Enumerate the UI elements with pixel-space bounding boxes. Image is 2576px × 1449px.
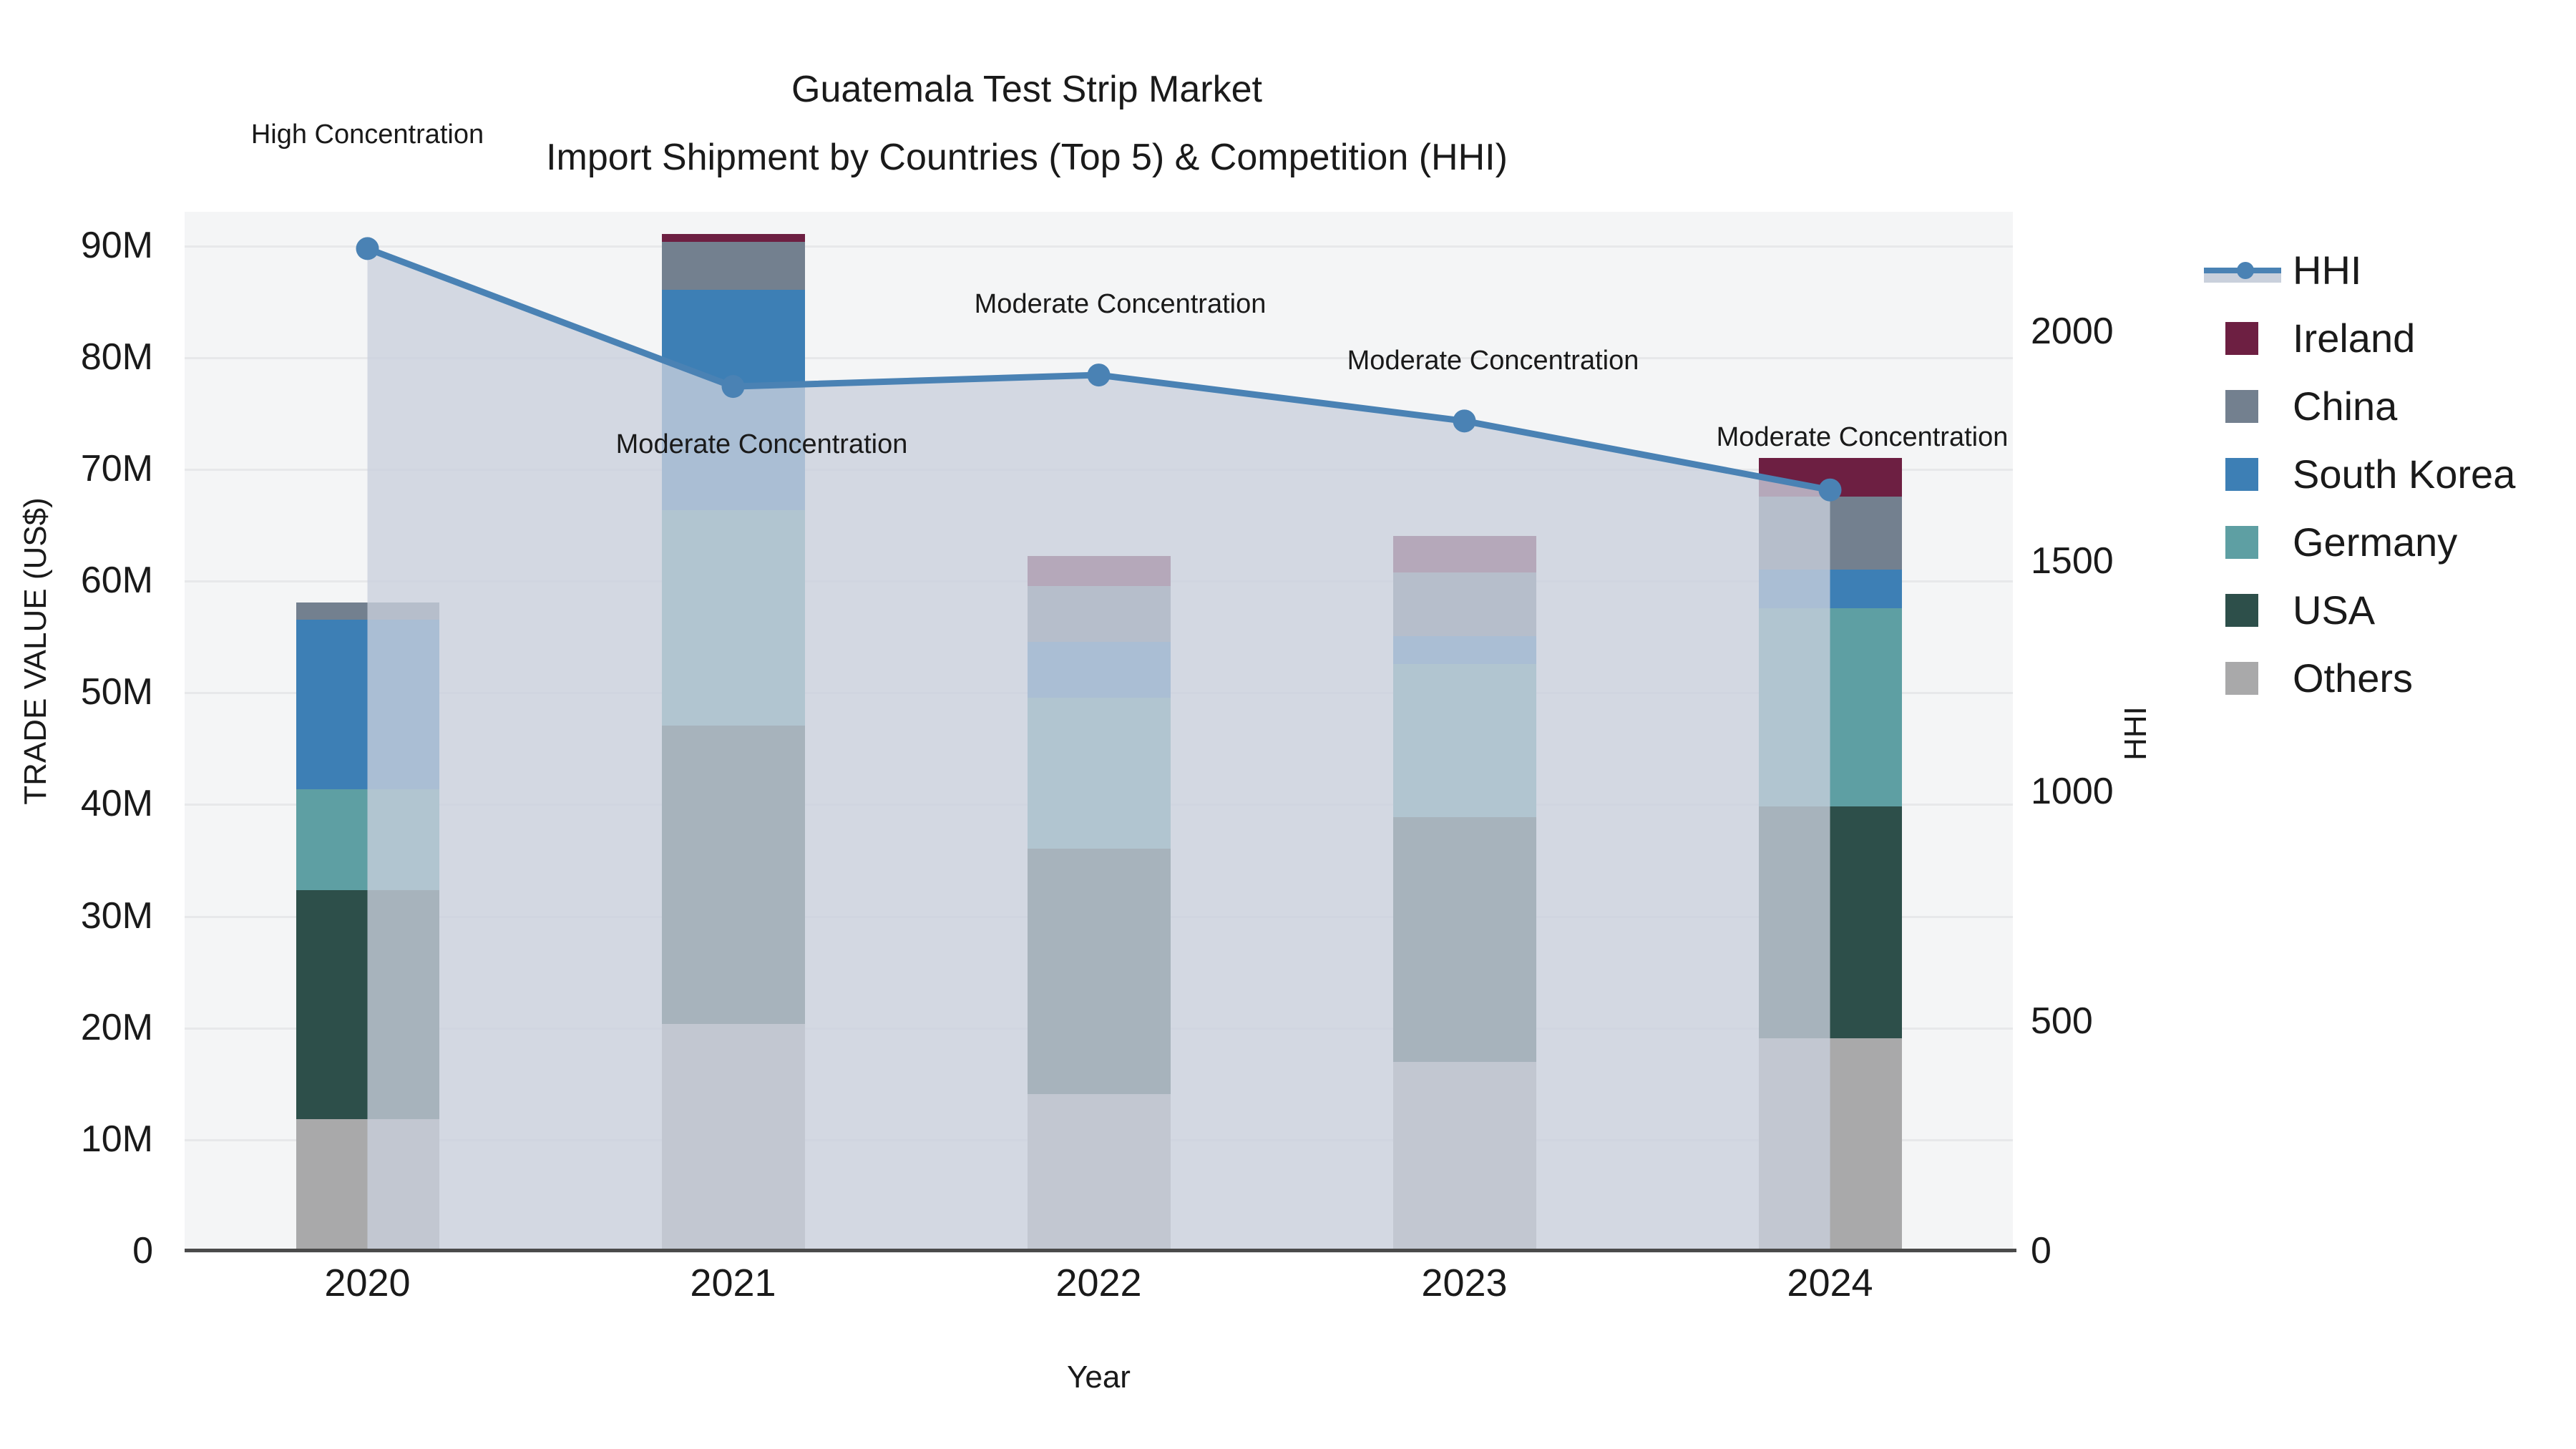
x-axis-line — [185, 1249, 2016, 1252]
y2-axis-tick-label: 1500 — [2031, 540, 2114, 582]
y-axis-tick-label: 50M — [80, 671, 153, 713]
legend-swatch-icon — [2225, 525, 2258, 559]
y-axis-tick-label: 40M — [80, 783, 153, 825]
chart-title-block: Guatemala Test Strip Market Import Shipm… — [0, 56, 2054, 192]
x-axis-tick-label[interactable]: 2023 — [1421, 1262, 1508, 1304]
gridline — [185, 245, 2013, 248]
y2-axis-title: HHI — [2118, 706, 2153, 761]
y2-axis-tick-label: 500 — [2031, 1000, 2093, 1042]
y-axis-tick-label: 20M — [80, 1006, 153, 1048]
y-axis-tick-label: 60M — [80, 560, 153, 602]
y-axis-tick-label: 0 — [132, 1230, 153, 1272]
hhi-annotation: Moderate Concentration — [615, 429, 908, 460]
hhi-data-point[interactable] — [721, 375, 745, 399]
y-axis-tick-label: 10M — [80, 1118, 153, 1160]
x-axis-tick-label[interactable]: 2024 — [1787, 1262, 1873, 1304]
hhi-data-point[interactable] — [1818, 478, 1842, 502]
legend-label: Ireland — [2293, 316, 2416, 361]
y2-axis-tick-label: 2000 — [2031, 311, 2114, 353]
gridline — [185, 356, 2013, 359]
legend-item-others[interactable]: Others — [2204, 644, 2576, 712]
y-axis-tick-label: 30M — [80, 894, 153, 937]
hhi-area-fill — [367, 248, 1830, 1252]
y-axis-tick-label: 90M — [80, 224, 153, 266]
legend-item-germany[interactable]: Germany — [2204, 508, 2576, 576]
legend-label: South Korea — [2293, 452, 2516, 497]
y-axis-tick-label: 80M — [80, 336, 153, 378]
y2-axis-tick-label: 0 — [2031, 1230, 2051, 1272]
y2-axis-labels: 0 500 1000 1500 2000 — [2031, 212, 2245, 1272]
x-axis-tick-label[interactable]: 2020 — [324, 1262, 411, 1304]
x-axis-tick-label[interactable]: 2021 — [690, 1262, 776, 1304]
legend-label: HHI — [2293, 248, 2362, 293]
x-axis-tick-label[interactable]: 2022 — [1055, 1262, 1142, 1304]
legend-swatch-icon — [2225, 661, 2258, 695]
legend-swatch-icon — [2225, 389, 2258, 423]
legend: HHI Ireland China South Korea Germany USA Othe… — [2204, 236, 2576, 712]
y-axis-labels: 0 10M 20M 30M 40M 50M 60M 70M 80M 90M — [0, 212, 172, 1272]
legend-label: USA — [2293, 587, 2376, 633]
legend-item-china[interactable]: China — [2204, 372, 2576, 440]
legend-item-hhi[interactable]: HHI — [2204, 236, 2576, 304]
legend-label: Germany — [2293, 519, 2458, 565]
legend-item-ireland[interactable]: Ireland — [2204, 304, 2576, 372]
chart-subtitle: Import Shipment by Countries (Top 5) & C… — [546, 137, 1508, 178]
bar-segment-ireland[interactable] — [661, 234, 805, 243]
hhi-data-point[interactable] — [1087, 364, 1111, 387]
y-axis-tick-label: 70M — [80, 448, 153, 490]
x-axis-title: Year — [1067, 1360, 1131, 1395]
chart-title: Guatemala Test Strip Market — [791, 69, 1262, 110]
legend-line-key-icon — [2204, 254, 2281, 287]
legend-item-usa[interactable]: USA — [2204, 576, 2576, 644]
x-axis-labels: 2020 2021 2022 2023 2024 — [185, 1261, 2013, 1318]
legend-item-south-korea[interactable]: South Korea — [2204, 440, 2576, 508]
hhi-annotation: Moderate Concentration — [974, 289, 1267, 320]
hhi-line-series — [356, 237, 1842, 1252]
plot-area — [185, 212, 2013, 1253]
bar-segment-china[interactable] — [661, 242, 805, 291]
hhi-data-point[interactable] — [1453, 409, 1476, 433]
hhi-annotation: Moderate Concentration — [1347, 346, 1639, 376]
legend-swatch-icon — [2225, 321, 2258, 355]
legend-swatch-icon — [2225, 593, 2258, 627]
y2-axis-tick-label: 1000 — [2031, 770, 2114, 812]
y-axis-title: TRADE VALUE (US$) — [18, 497, 53, 805]
hhi-annotation: High Concentration — [250, 119, 484, 150]
hhi-data-point[interactable] — [356, 237, 379, 260]
hhi-annotation: Moderate Concentration — [1716, 421, 2009, 452]
legend-marker-icon — [2237, 261, 2254, 279]
legend-label: Others — [2293, 655, 2414, 701]
legend-swatch-icon — [2225, 457, 2258, 491]
legend-label: China — [2293, 384, 2398, 429]
